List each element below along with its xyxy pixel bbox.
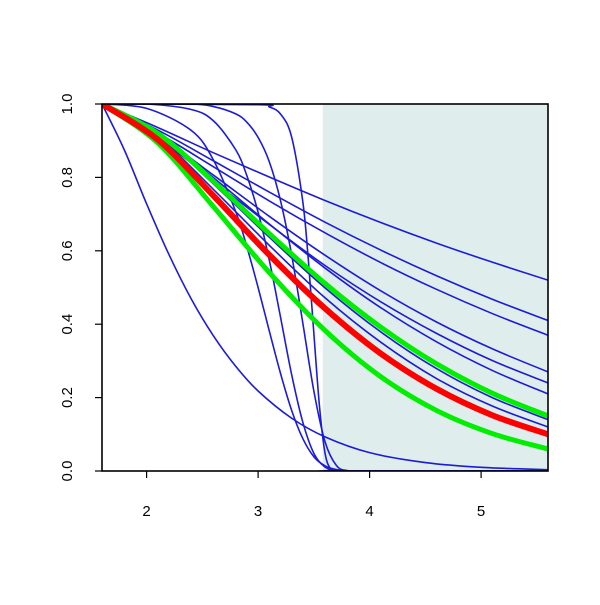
curve	[102, 104, 548, 438]
curve	[102, 104, 548, 471]
x-tick-label: 5	[477, 503, 485, 520]
curve	[102, 104, 548, 452]
curve	[102, 104, 548, 337]
curve	[102, 104, 548, 281]
plot-area	[102, 104, 548, 471]
curve	[102, 104, 548, 419]
curve	[102, 104, 548, 322]
y-tick-label: 0.2	[59, 387, 76, 408]
x-tick-label: 3	[254, 503, 262, 520]
plot-frame	[101, 103, 549, 472]
y-tick-label: 0.0	[59, 461, 76, 482]
x-tick-label: 4	[365, 503, 373, 520]
y-tick-label: 0.8	[59, 167, 76, 188]
x-tick-label: 2	[142, 503, 150, 520]
y-tick-label: 1.0	[59, 94, 76, 115]
y-tick-label: 0.4	[59, 314, 76, 335]
y-tick-label: 0.6	[59, 240, 76, 261]
